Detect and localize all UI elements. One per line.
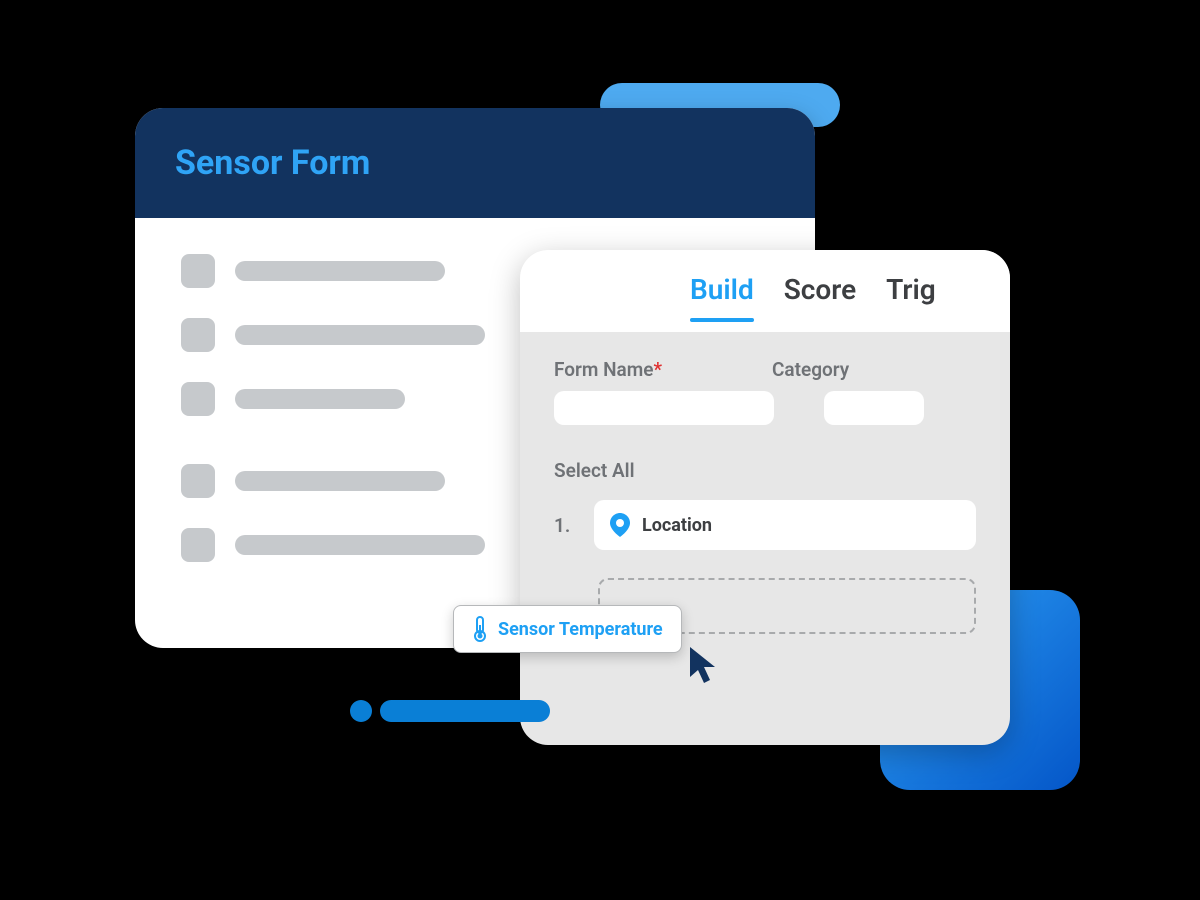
tab-triggers[interactable]: Trig [886, 273, 936, 310]
form-name-label: Form Name* [554, 358, 662, 381]
select-all-label[interactable]: Select All [554, 459, 976, 482]
form-builder-panel: Build Score Trig Form Name* Category Sel… [520, 250, 1010, 745]
sensor-form-title: Sensor Form [175, 143, 370, 183]
skeleton-line [235, 261, 445, 281]
location-pin-icon [610, 513, 630, 537]
builder-tabs: Build Score Trig [520, 250, 1010, 332]
cursor-icon [688, 645, 722, 691]
chip-label: Sensor Temperature [498, 619, 663, 640]
question-number: 1. [554, 514, 574, 537]
skeleton-line [235, 471, 445, 491]
thermometer-icon [472, 616, 488, 642]
required-indicator: * [653, 358, 662, 381]
skeleton-square [181, 254, 215, 288]
decorative-dot-bottom [350, 700, 372, 722]
tab-score[interactable]: Score [784, 273, 856, 310]
question-location-field[interactable]: Location [594, 500, 976, 550]
question-row: 1. Location [554, 500, 976, 550]
skeleton-square [181, 464, 215, 498]
question-label: Location [642, 515, 712, 536]
form-name-input[interactable] [554, 391, 774, 425]
category-label: Category [772, 358, 849, 381]
skeleton-line [235, 325, 485, 345]
sensor-temperature-chip[interactable]: Sensor Temperature [453, 605, 682, 653]
sensor-form-header: Sensor Form [135, 108, 815, 218]
tab-build[interactable]: Build [690, 273, 754, 310]
skeleton-square [181, 318, 215, 352]
category-input[interactable] [824, 391, 924, 425]
decorative-pill-bottom [380, 700, 550, 722]
skeleton-square [181, 528, 215, 562]
skeleton-square [181, 382, 215, 416]
skeleton-line [235, 389, 405, 409]
skeleton-line [235, 535, 485, 555]
